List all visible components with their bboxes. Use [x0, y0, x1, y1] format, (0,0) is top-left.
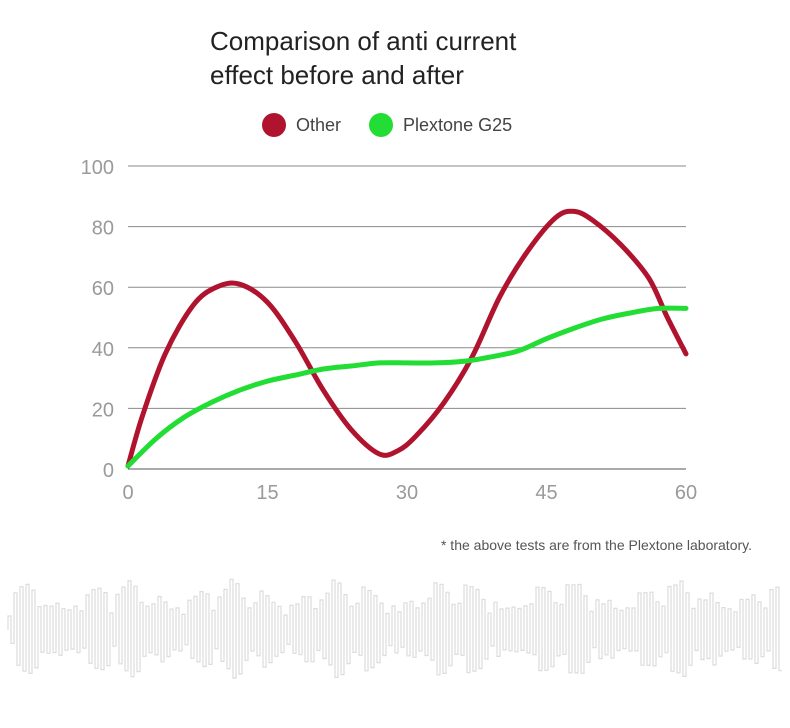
- series-line-plextone-g25: [125, 305, 689, 469]
- x-tick-label: 0: [122, 482, 133, 504]
- x-tick-label: 60: [675, 482, 697, 504]
- legend-item-plextone-g25: Plextone G25: [369, 113, 512, 137]
- x-tick-label: 30: [396, 482, 418, 504]
- series-line-other: [125, 208, 689, 469]
- decorative-waveform: [7, 578, 782, 679]
- chart-title-line-2: effect before and after: [210, 60, 464, 90]
- waveform-path: [7, 578, 782, 679]
- y-tick-label: 80: [92, 218, 114, 240]
- y-tick-label: 0: [103, 460, 114, 482]
- line-chart: 0 20 40 60 80 100 0 15 30 45 60: [81, 157, 698, 504]
- y-tick-label: 40: [92, 339, 114, 361]
- legend-swatch-other: [262, 113, 286, 137]
- y-tick-label: 20: [92, 399, 114, 421]
- legend-label-plextone-g25: Plextone G25: [403, 114, 513, 135]
- legend-label-other: Other: [296, 114, 342, 135]
- y-tick-label: 100: [81, 157, 114, 179]
- x-tick-label: 15: [256, 482, 278, 504]
- legend-swatch-plextone-g25: [369, 113, 394, 137]
- chart-title-line-1: Comparison of anti current: [210, 26, 517, 56]
- y-tick-label: 60: [92, 278, 114, 300]
- footnote: * the above tests are from the Plextone …: [440, 537, 752, 553]
- chart-legend: Other Plextone G25: [262, 110, 540, 140]
- chart-title: Comparison of anti current effect before…: [210, 24, 630, 92]
- x-tick-label: 45: [535, 482, 557, 504]
- legend-item-other: Other: [262, 113, 341, 137]
